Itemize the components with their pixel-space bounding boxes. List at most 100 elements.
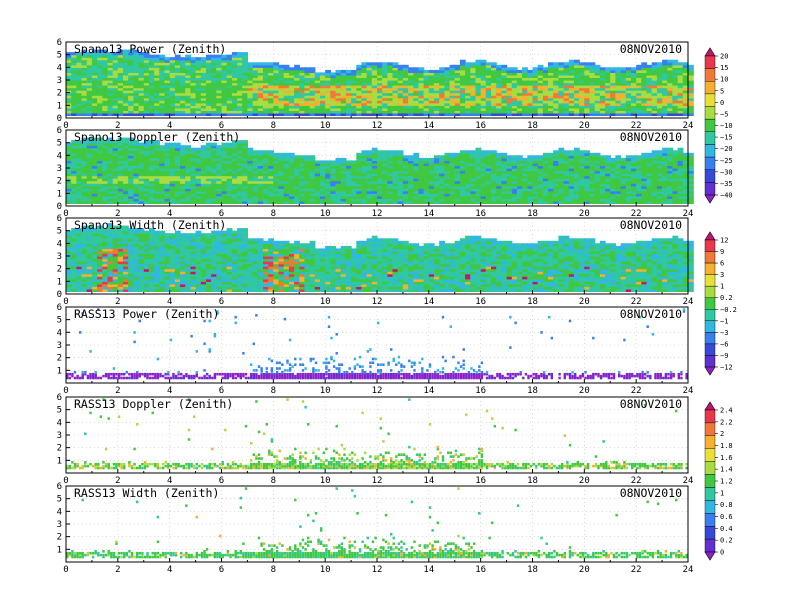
data-cell bbox=[237, 107, 243, 111]
data-cell bbox=[231, 162, 238, 166]
data-cell bbox=[459, 80, 466, 84]
data-cell bbox=[133, 54, 140, 58]
data-cell bbox=[454, 67, 461, 71]
data-cell bbox=[563, 190, 570, 194]
data-cell bbox=[449, 74, 456, 78]
data-cell bbox=[387, 175, 394, 179]
data-cell bbox=[465, 90, 471, 94]
data-cell bbox=[568, 160, 575, 164]
data-cell bbox=[454, 152, 461, 156]
data-cell bbox=[237, 157, 243, 161]
data-cell bbox=[465, 72, 471, 76]
data-cell bbox=[278, 87, 285, 91]
data-cell bbox=[439, 90, 445, 94]
data-cell bbox=[506, 105, 513, 109]
data-cell bbox=[143, 82, 150, 86]
data-cell bbox=[641, 92, 648, 96]
data-cell bbox=[408, 173, 414, 177]
data-cell bbox=[206, 152, 212, 156]
data-cell bbox=[589, 64, 596, 68]
data-cell bbox=[589, 200, 596, 204]
data-cell bbox=[309, 112, 316, 116]
data-cell bbox=[537, 198, 544, 202]
data-cell bbox=[288, 74, 295, 78]
data-cell bbox=[418, 74, 425, 78]
data-cell bbox=[631, 80, 637, 84]
data-cell bbox=[294, 92, 300, 96]
data-cell bbox=[599, 102, 606, 106]
data-cell bbox=[107, 95, 114, 99]
data-cell bbox=[496, 105, 502, 109]
data-cell bbox=[631, 87, 637, 91]
data-cell bbox=[610, 67, 616, 71]
data-cell bbox=[226, 188, 233, 192]
data-cell bbox=[599, 173, 606, 177]
data-cell bbox=[268, 74, 274, 78]
data-cell bbox=[527, 193, 534, 197]
data-cell bbox=[200, 152, 207, 156]
data-cell bbox=[542, 69, 549, 73]
data-cell bbox=[138, 69, 145, 73]
data-cell bbox=[335, 102, 342, 106]
data-cell bbox=[133, 105, 140, 109]
data-cell bbox=[646, 64, 653, 68]
data-cell bbox=[237, 110, 243, 114]
data-cell bbox=[91, 107, 98, 111]
data-cell bbox=[283, 107, 290, 111]
data-cell bbox=[392, 90, 399, 94]
data-cell bbox=[216, 67, 223, 71]
data-cell bbox=[288, 190, 295, 194]
data-cell bbox=[351, 72, 357, 76]
data-cell bbox=[107, 147, 114, 151]
data-cell bbox=[553, 165, 559, 169]
data-cell bbox=[413, 77, 420, 81]
data-cell bbox=[309, 190, 316, 194]
data-cell bbox=[309, 183, 316, 187]
data-cell bbox=[413, 67, 420, 71]
data-cell bbox=[325, 165, 331, 169]
data-cell bbox=[672, 112, 679, 116]
x-tick-label: 18 bbox=[527, 121, 538, 131]
data-cell bbox=[112, 147, 119, 151]
data-cell bbox=[299, 100, 306, 104]
data-cell bbox=[548, 193, 554, 197]
data-cell bbox=[335, 168, 342, 172]
data-cell bbox=[206, 95, 212, 99]
data-cell bbox=[117, 110, 124, 114]
data-cell bbox=[439, 170, 445, 174]
data-cell bbox=[174, 64, 181, 68]
data-cell bbox=[185, 74, 191, 78]
data-cell bbox=[449, 198, 456, 202]
data-cell bbox=[605, 188, 611, 192]
data-cell bbox=[470, 95, 477, 99]
data-cell bbox=[356, 97, 363, 101]
data-cell bbox=[138, 160, 145, 164]
data-cell bbox=[563, 175, 570, 179]
data-cell bbox=[237, 85, 243, 89]
data-cell bbox=[133, 77, 140, 81]
data-cell bbox=[97, 162, 103, 166]
data-cell bbox=[579, 185, 585, 189]
data-cell bbox=[190, 57, 197, 61]
data-cell bbox=[231, 90, 238, 94]
data-cell bbox=[553, 152, 559, 156]
data-cell bbox=[662, 92, 668, 96]
data-cell bbox=[496, 67, 502, 71]
data-cell bbox=[102, 100, 109, 104]
data-cell bbox=[574, 80, 580, 84]
data-cell bbox=[231, 193, 238, 197]
data-cell bbox=[631, 175, 637, 179]
data-cell bbox=[548, 74, 554, 78]
data-cell bbox=[568, 59, 575, 63]
data-cell bbox=[273, 160, 280, 164]
data-cell bbox=[133, 150, 140, 154]
data-cell bbox=[97, 110, 103, 114]
data-cell bbox=[574, 175, 580, 179]
data-cell bbox=[470, 92, 477, 96]
data-cell bbox=[377, 62, 383, 66]
data-cell bbox=[610, 77, 616, 81]
data-cell bbox=[180, 62, 186, 66]
data-cell bbox=[392, 165, 399, 169]
data-cell bbox=[86, 92, 93, 96]
data-cell bbox=[309, 90, 316, 94]
